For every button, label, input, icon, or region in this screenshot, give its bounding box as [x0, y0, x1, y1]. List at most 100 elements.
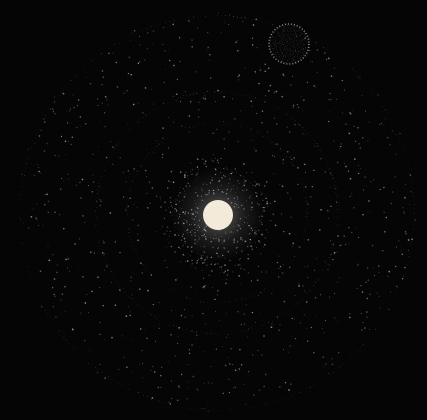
dust-speck [276, 261, 279, 264]
dust-speck [227, 269, 229, 271]
dust-speck [106, 99, 108, 101]
dust-speck [184, 316, 186, 318]
dust-speck [182, 253, 185, 256]
dust-speck [127, 205, 130, 208]
dust-speck [262, 246, 265, 248]
dust-speck [146, 193, 148, 194]
dust-speck [382, 249, 384, 252]
dust-speck [294, 318, 295, 320]
dust-speck [359, 147, 362, 149]
dust-speck [245, 304, 247, 306]
dust-speck [155, 140, 157, 142]
dust-speck [174, 251, 176, 253]
dust-speck [291, 158, 293, 160]
planet [268, 23, 310, 65]
dust-speck [310, 196, 312, 198]
dust-speck [175, 279, 177, 281]
dust-speck [379, 123, 381, 125]
dust-speck [281, 95, 284, 98]
dust-speck [279, 183, 281, 185]
dust-speck [144, 59, 146, 61]
dust-speck [146, 47, 148, 49]
dust-speck [164, 260, 166, 262]
dust-speck [411, 238, 413, 241]
dust-speck [92, 153, 94, 156]
dust-speck [205, 165, 207, 168]
dust-speck [66, 110, 68, 112]
dust-speck [105, 156, 108, 159]
dust-speck [302, 110, 304, 112]
dust-speck [185, 261, 187, 263]
dust-speck [177, 336, 179, 337]
dust-speck [278, 267, 280, 270]
dust-speck [243, 268, 246, 271]
dust-speck [168, 147, 170, 149]
dust-speck [257, 295, 259, 296]
dust-speck [238, 74, 241, 76]
dust-speck [260, 194, 262, 196]
dust-speck [146, 170, 148, 171]
dust-speck [194, 267, 196, 269]
dust-speck [190, 162, 192, 165]
dust-speck [184, 309, 185, 311]
dust-speck [275, 123, 278, 125]
dust-speck [33, 174, 35, 176]
dust-speck [313, 352, 315, 354]
dust-speck [394, 265, 397, 268]
dust-speck [123, 92, 125, 94]
dust-speck [151, 187, 154, 189]
dust-speck [196, 260, 198, 262]
dust-speck [260, 118, 261, 119]
dust-speck [316, 258, 317, 260]
dust-speck [247, 272, 249, 274]
dust-speck [38, 167, 39, 169]
dust-speck [188, 352, 191, 355]
dust-speck [320, 209, 322, 211]
dust-speck [63, 228, 65, 230]
dust-speck [213, 97, 215, 98]
dust-speck [289, 156, 291, 158]
dust-speck [80, 197, 82, 199]
dust-speck [230, 348, 232, 350]
dust-speck [173, 64, 175, 67]
dust-speck [98, 114, 100, 116]
dust-speck [99, 198, 101, 200]
dust-speck [54, 154, 56, 156]
dust-speck [104, 339, 106, 341]
dust-speck [53, 100, 55, 102]
dust-speck [212, 132, 214, 135]
dust-speck [166, 187, 169, 189]
dust-speck [409, 174, 412, 176]
dust-speck [74, 243, 76, 245]
dust-speck [345, 243, 347, 245]
dust-speck [366, 267, 369, 269]
dust-speck [187, 363, 189, 366]
dust-speck [328, 120, 330, 123]
dust-speck [161, 366, 163, 368]
dust-speck [163, 217, 165, 219]
dust-speck [253, 147, 255, 149]
dust-speck [315, 315, 316, 317]
dust-speck [188, 131, 190, 133]
dust-speck [163, 81, 166, 84]
dust-speck [380, 122, 383, 125]
dust-speck [335, 98, 338, 100]
dust-speck [160, 375, 162, 377]
dust-speck [338, 277, 340, 278]
dust-speck [167, 238, 169, 240]
dust-speck [349, 112, 352, 115]
dust-speck [389, 144, 391, 146]
dust-speck [82, 276, 83, 278]
dust-speck [349, 195, 351, 198]
dust-speck [226, 167, 228, 169]
dust-speck [262, 199, 264, 201]
dust-speck [152, 30, 155, 32]
dust-speck [276, 143, 279, 145]
dust-speck [52, 182, 53, 184]
dust-speck [259, 66, 261, 68]
dust-speck [162, 26, 165, 29]
dust-speck [63, 180, 65, 182]
dust-speck [351, 193, 353, 195]
dust-speck [47, 245, 49, 247]
